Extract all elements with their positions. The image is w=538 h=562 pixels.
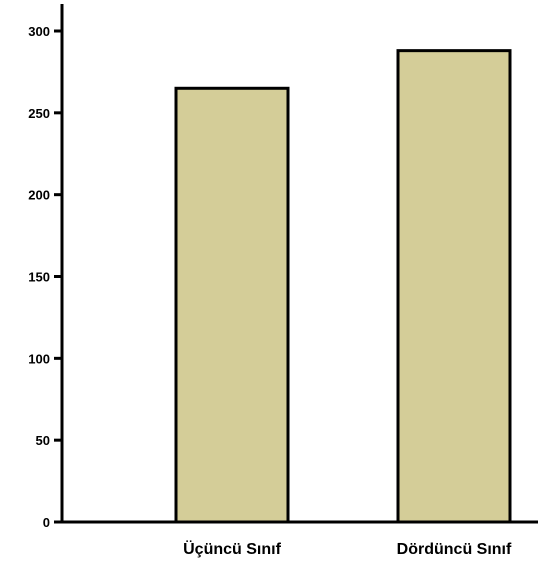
bar-2 <box>396 49 512 524</box>
x-category-label: Dördüncü Sınıf <box>397 541 512 558</box>
y-tick-label: 150 <box>28 270 50 285</box>
y-tick-label: 300 <box>28 24 50 39</box>
x-category-label: Üçüncü Sınıf <box>183 539 281 558</box>
axes-group <box>60 4 538 524</box>
y-tick-label: 50 <box>36 433 50 448</box>
y-tick-label: 250 <box>28 106 50 121</box>
y-ticks-group: 0 50 100 150 200 250 300 <box>28 24 62 530</box>
y-tick-label: 200 <box>28 188 50 203</box>
bars-group <box>174 49 512 524</box>
y-tick-label: 100 <box>28 351 50 366</box>
bar-1 <box>174 86 290 524</box>
x-labels-group: Üçüncü Sınıf Dördüncü Sınıf <box>183 539 512 558</box>
y-tick-label: 0 <box>43 515 50 530</box>
